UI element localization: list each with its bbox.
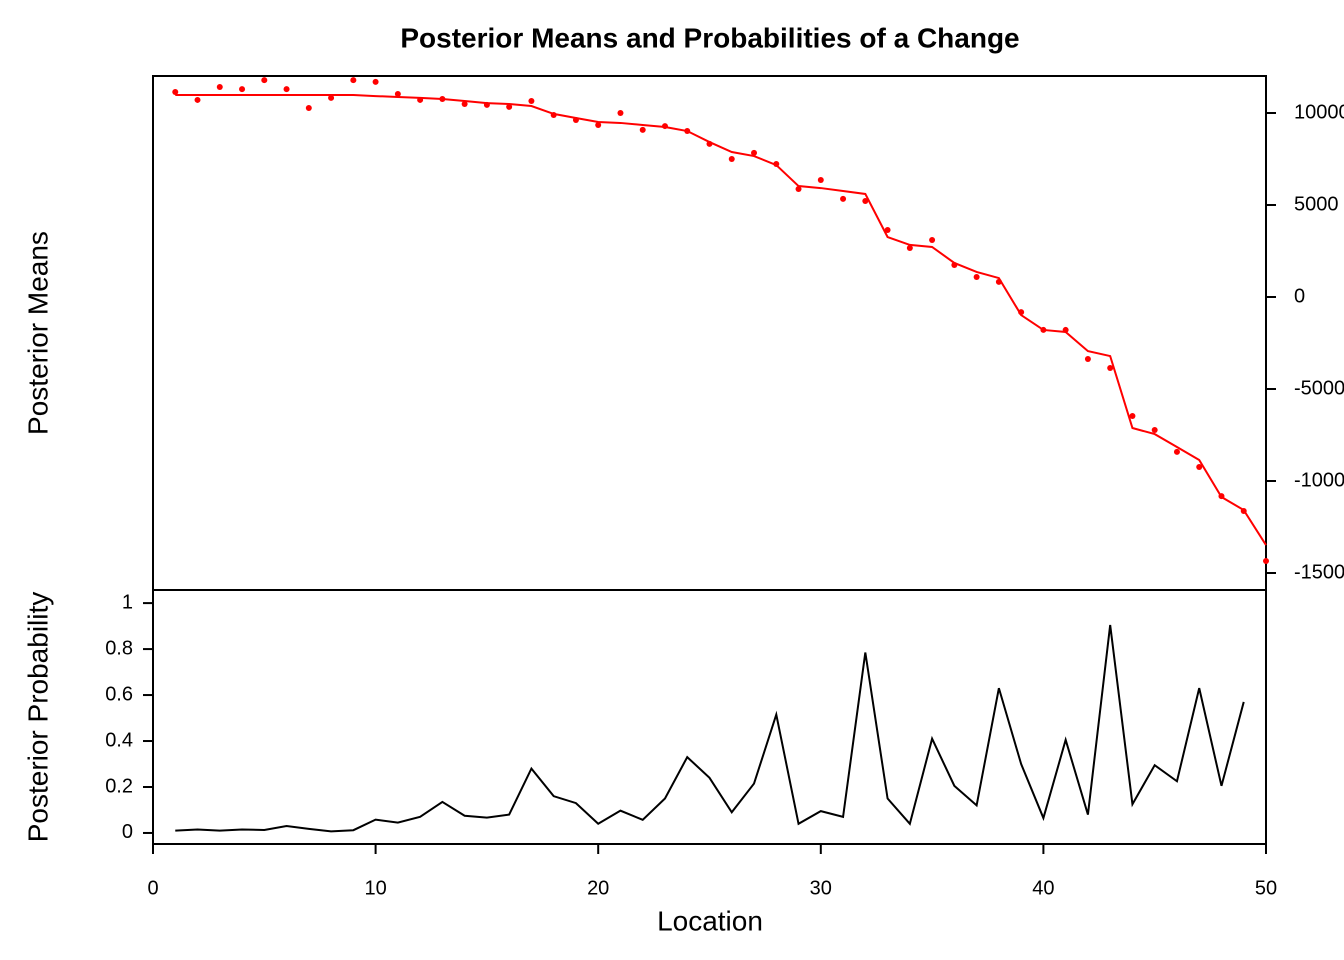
data-point — [751, 149, 758, 156]
x-tick-label: 40 — [1032, 877, 1054, 899]
data-point — [1129, 413, 1136, 420]
data-point — [929, 236, 936, 243]
data-line — [175, 93, 1267, 546]
data-point — [328, 94, 335, 101]
data-point — [305, 105, 312, 112]
x-tick-label: 0 — [147, 877, 158, 899]
data-point — [595, 121, 602, 128]
data-point — [840, 195, 847, 202]
data-point — [884, 227, 891, 234]
x-tick-label: 10 — [364, 877, 386, 899]
y-tick-label: -5000 — [1294, 377, 1344, 399]
data-point — [283, 86, 290, 93]
chart-title: Posterior Means and Probabilities of a C… — [400, 22, 1019, 53]
data-point — [1196, 464, 1203, 471]
data-point — [862, 197, 869, 204]
y-axis-label: Posterior Means — [22, 231, 53, 435]
data-point — [906, 245, 913, 252]
y-tick-label: 0.6 — [105, 683, 133, 705]
y-tick-label: 0 — [1294, 285, 1305, 307]
data-line — [175, 624, 1245, 833]
panel-frame — [152, 589, 1267, 845]
x-tick-label: 20 — [587, 877, 609, 899]
data-point — [1263, 558, 1269, 565]
data-point — [372, 78, 379, 85]
x-axis-label: Location — [657, 905, 763, 936]
data-point — [617, 110, 624, 117]
data-point — [461, 100, 468, 107]
data-point — [528, 98, 535, 105]
data-point — [506, 103, 513, 110]
data-point — [817, 176, 824, 183]
y-tick-label: 5000 — [1294, 193, 1339, 215]
panel-frame — [152, 75, 1267, 591]
data-point — [795, 185, 802, 192]
data-point — [1084, 356, 1091, 363]
y-axis-label: Posterior Probability — [22, 592, 53, 843]
y-tick-label: 1 — [122, 591, 133, 613]
data-point — [639, 126, 646, 133]
data-point — [350, 77, 357, 84]
data-point — [1173, 448, 1180, 455]
y-tick-label: 0.4 — [105, 729, 133, 751]
data-point — [239, 86, 246, 93]
data-point — [1151, 427, 1158, 434]
y-tick-label: 0 — [122, 821, 133, 843]
x-tick-label: 30 — [810, 877, 832, 899]
data-point — [728, 156, 735, 163]
data-point — [1107, 365, 1114, 372]
data-point — [261, 77, 268, 84]
x-tick-label: 50 — [1255, 877, 1277, 899]
data-point — [194, 96, 201, 103]
data-point — [172, 89, 179, 96]
data-point — [216, 84, 223, 91]
y-tick-label: -15000 — [1294, 561, 1344, 583]
data-point — [973, 273, 980, 280]
data-point — [394, 91, 401, 98]
y-tick-label: 0.8 — [105, 637, 133, 659]
y-tick-label: 0.2 — [105, 775, 133, 797]
